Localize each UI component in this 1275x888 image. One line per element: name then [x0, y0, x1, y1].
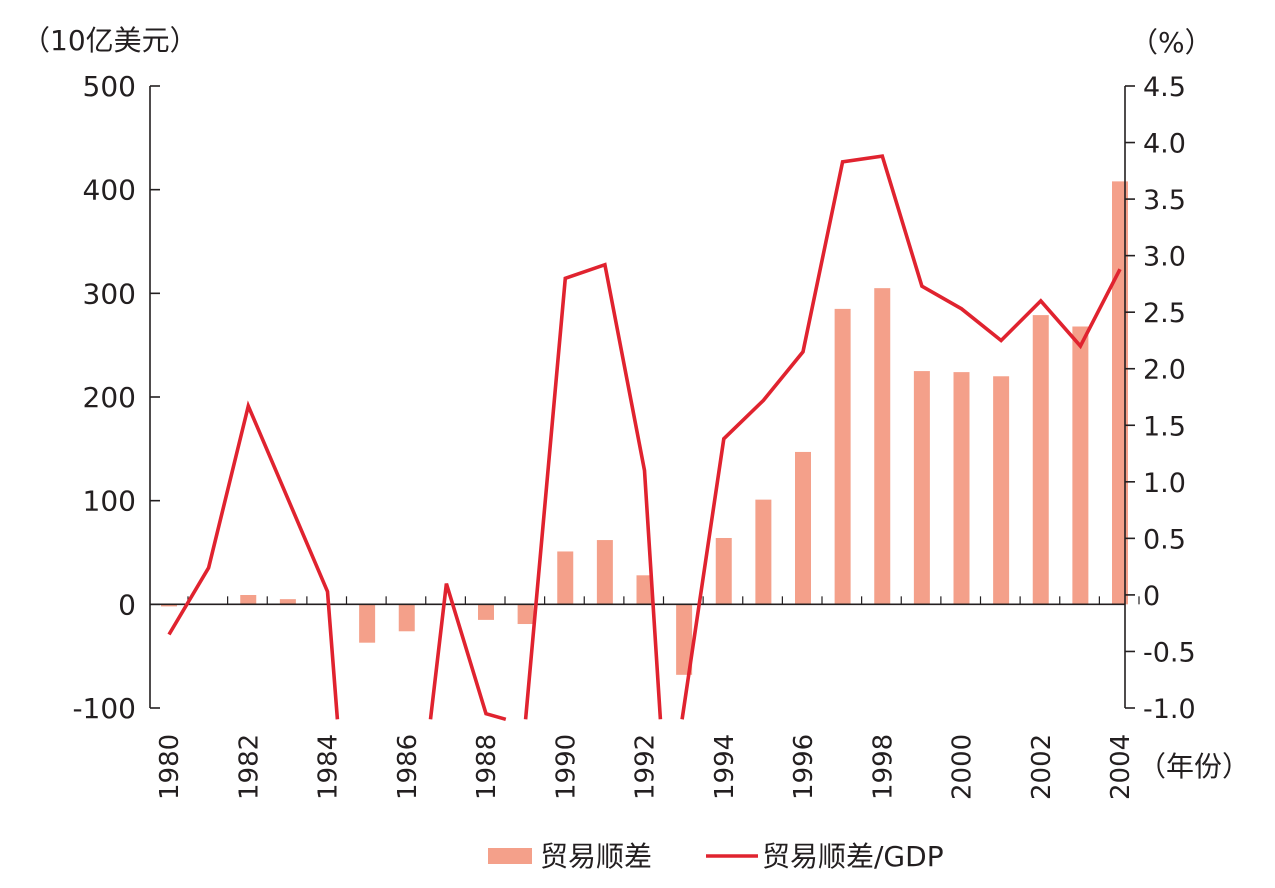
x-tick-label: 1984: [314, 734, 344, 800]
right-tick-label: 4.0: [1143, 129, 1186, 160]
x-tick-label: 1988: [472, 734, 502, 800]
x-tick-label: 1992: [631, 734, 661, 800]
bar-1995: [755, 499, 772, 605]
x-axis-unit: （年份）: [1138, 750, 1250, 783]
right-tick-label: -1.0: [1143, 694, 1196, 725]
bar-1988: [478, 604, 494, 620]
trade-surplus-gdp-line: [428, 583, 507, 722]
right-tick-label: 3.5: [1143, 185, 1186, 216]
x-tick-label: 2002: [1027, 734, 1057, 800]
bar-1980: [161, 604, 177, 607]
bar-2001: [993, 376, 1010, 605]
bar-1997: [834, 308, 851, 605]
x-tick-label: 2004: [1106, 734, 1136, 800]
legend-line-label: 贸易顺差/GDP: [762, 840, 944, 873]
right-tick-label: 0.5: [1143, 524, 1186, 555]
right-tick-label: 2.5: [1143, 298, 1186, 329]
trade-surplus-gdp-line: [523, 262, 663, 720]
bar-1994: [715, 537, 732, 605]
right-tick-label: 3.0: [1143, 242, 1186, 273]
left-axis-unit: （10亿美元）: [22, 24, 198, 57]
legend-bar-label: 贸易顺差: [540, 840, 652, 873]
x-tick-label: 1996: [789, 734, 819, 800]
left-tick-label: 0: [118, 588, 136, 621]
bar-2002: [1032, 315, 1049, 605]
x-tick-label: 1982: [234, 734, 264, 800]
x-tick-label: 1994: [710, 734, 740, 800]
bar-series-group: [161, 181, 1128, 675]
left-tick-label: 200: [83, 381, 136, 414]
bar-2003: [1072, 326, 1089, 605]
right-tick-label: 4.5: [1143, 72, 1186, 103]
left-tick-label: 100: [83, 485, 136, 518]
right-tick-label: 0: [1143, 581, 1160, 612]
bar-1991: [596, 540, 613, 605]
right-axis-unit: （%）: [1130, 26, 1213, 59]
bar-2000: [953, 372, 970, 605]
left-tick-label: 300: [83, 277, 136, 310]
labels-group: 500 400 300 200 100 0 -100 4.5 4.0 3.5 3.0 2.5 2.0 1.…: [22, 24, 1250, 800]
bar-2004: [1112, 181, 1128, 605]
right-tick-label: -0.5: [1143, 637, 1196, 668]
line-series-group: [167, 154, 1122, 722]
bar-1989: [517, 604, 534, 625]
bar-1985: [359, 604, 376, 643]
bar-1986: [398, 604, 415, 632]
legend: 贸易顺差 贸易顺差/GDP: [488, 840, 944, 873]
x-tick-label: 1986: [393, 734, 423, 800]
x-tick-label: 1990: [551, 734, 581, 800]
trade-surplus-gdp-line: [680, 154, 1122, 720]
right-tick-label: 2.0: [1143, 355, 1186, 386]
bar-1983: [279, 599, 296, 605]
bar-1982: [240, 595, 257, 605]
x-tick-label: 1998: [868, 734, 898, 800]
right-tick-label: 1.0: [1143, 468, 1186, 499]
x-tick-label: 2000: [948, 734, 978, 800]
left-tick-label: 400: [83, 174, 136, 207]
trade-surplus-gdp-line: [167, 400, 340, 720]
left-tick-label: 500: [83, 70, 136, 103]
x-tick-label: 1980: [155, 734, 185, 800]
right-tick-label: 1.5: [1143, 411, 1186, 442]
bar-1992: [636, 575, 653, 605]
legend-bar-swatch: [488, 848, 532, 864]
left-tick-label: -100: [72, 692, 136, 725]
axes-group: [149, 85, 1140, 709]
bar-1998: [874, 288, 891, 605]
bar-1999: [913, 371, 930, 605]
bar-1993: [676, 604, 693, 675]
bar-1996: [795, 451, 811, 605]
bar-1990: [557, 551, 574, 605]
